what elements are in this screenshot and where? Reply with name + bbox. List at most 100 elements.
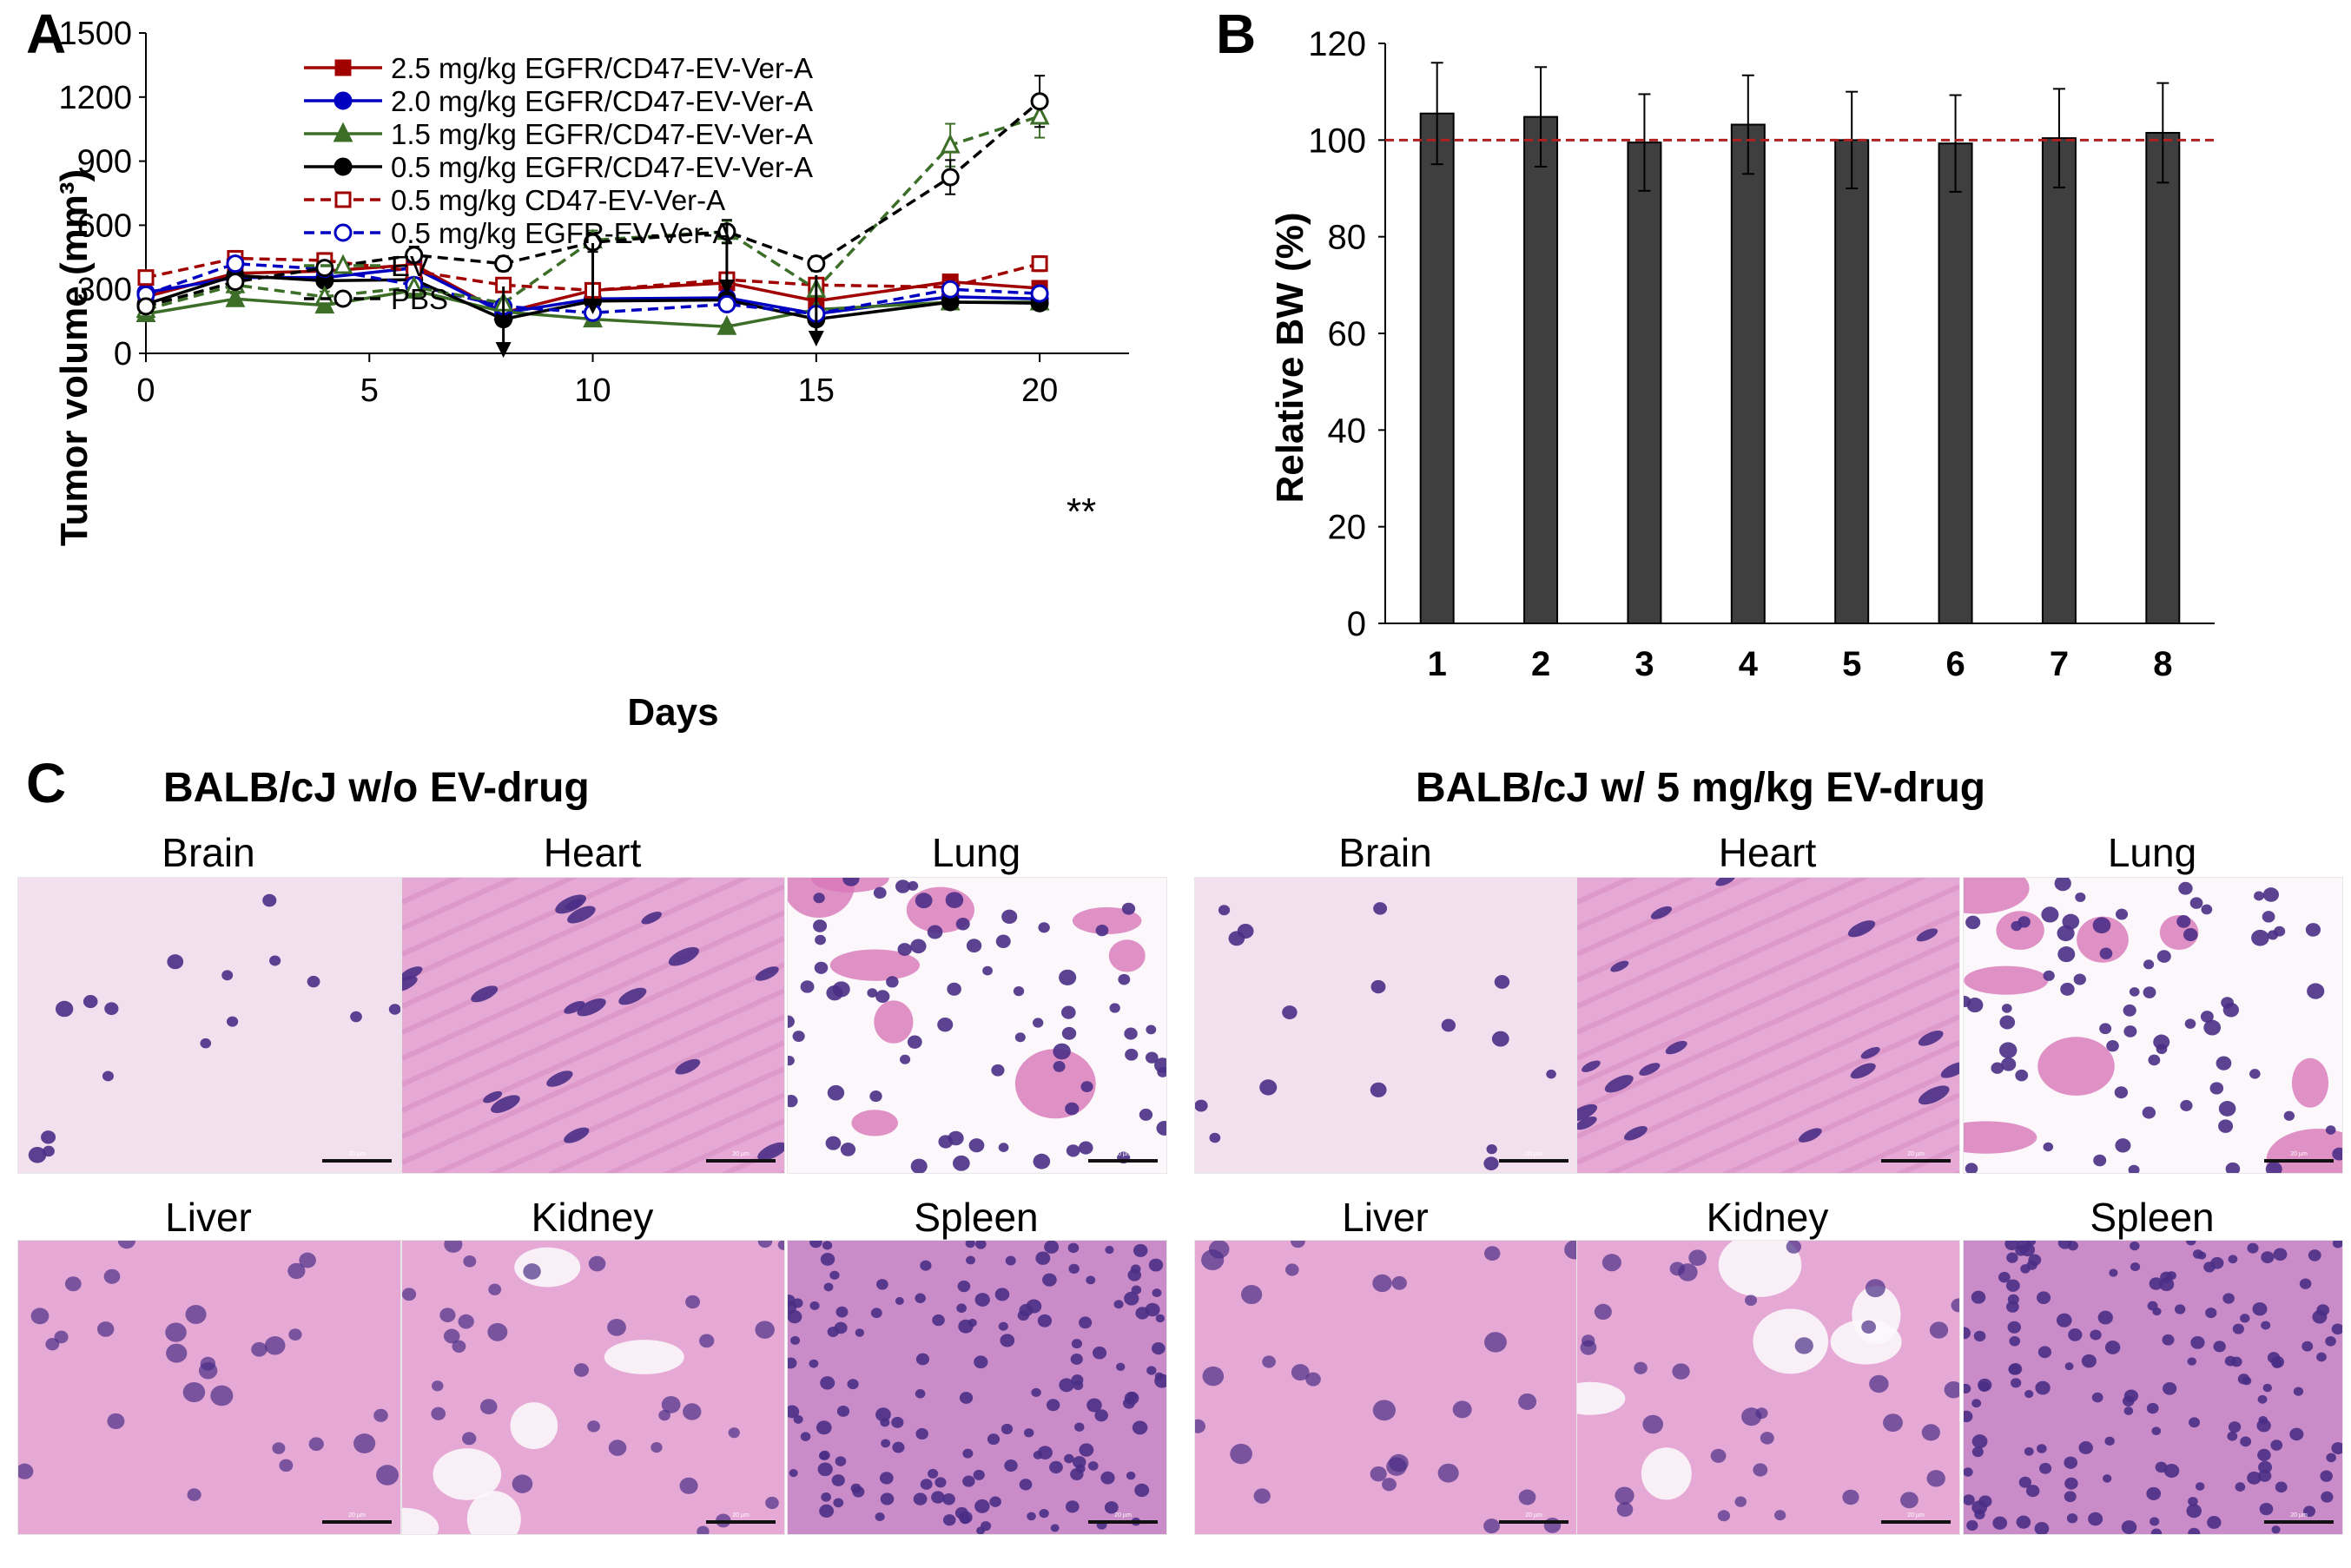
- cell-nucleus: [1842, 1489, 1859, 1505]
- panel-label-b: B: [1216, 3, 1257, 65]
- cell-nucleus: [908, 880, 919, 891]
- series-line: [145, 115, 1040, 312]
- muscle-fiber: [402, 962, 784, 1139]
- cell-nucleus: [817, 1462, 833, 1477]
- cell-nucleus: [2273, 1248, 2288, 1262]
- cell-nucleus: [998, 1321, 1008, 1331]
- cell-nucleus: [491, 1095, 520, 1113]
- cell-nucleus: [2148, 1054, 2161, 1066]
- muscle-fiber: [402, 988, 784, 1165]
- cell-nucleus: [1966, 1519, 1978, 1531]
- cell-nucleus: [1372, 1274, 1392, 1293]
- cell-nucleus: [2068, 1328, 2083, 1341]
- cell-nucleus: [1038, 922, 1050, 933]
- cell-nucleus: [55, 1000, 74, 1018]
- cell-nucleus: [1079, 1443, 1094, 1457]
- histology-image-spleen: 20 µm: [1963, 1240, 2343, 1535]
- cell-nucleus: [995, 934, 1011, 948]
- cell-nucleus: [1865, 1279, 1885, 1298]
- cell-nucleus: [2073, 973, 2086, 985]
- relative-bw-bar-chart: 0 20 40 60 80 100 120 1 2 3 4 5 6 7 8 Relative BW (%): [1269, 25, 2215, 683]
- cell-nucleus: [443, 1328, 460, 1344]
- cell-nucleus: [2090, 1329, 2102, 1341]
- cell-nucleus: [1639, 1063, 1661, 1076]
- cell-nucleus: [869, 1090, 882, 1103]
- cell-nucleus: [1372, 1400, 1396, 1421]
- cell-nucleus: [2186, 1241, 2196, 1246]
- cell-nucleus: [2227, 1431, 2238, 1441]
- organ-label-liver: Liver: [1342, 1195, 1429, 1240]
- cell-nucleus: [1282, 1005, 1298, 1019]
- cell-nucleus: [2271, 1525, 2281, 1534]
- scale-bar-label: 20 µm: [1114, 1151, 1132, 1157]
- cell-nucleus: [2123, 1004, 2136, 1017]
- cell-nucleus: [2192, 1249, 2203, 1259]
- histology-image-brain: 20 µm: [17, 877, 401, 1174]
- cell-nucleus: [840, 1143, 856, 1156]
- legend-label: 1.5 mg/kg EGFR/CD47-EV-Ver-A: [391, 118, 813, 150]
- cell-nucleus: [1494, 975, 1510, 989]
- cell-nucleus: [1067, 1242, 1080, 1254]
- cell-nucleus: [968, 1138, 985, 1153]
- cell-nucleus: [897, 943, 912, 956]
- cell-nucleus: [2123, 1025, 2137, 1038]
- cell-nucleus: [41, 1130, 56, 1144]
- cell-nucleus: [870, 1308, 882, 1319]
- bar: [1834, 139, 1870, 625]
- cell-nucleus: [2075, 892, 2086, 902]
- cell-nucleus: [1518, 1393, 1537, 1411]
- cell-nucleus: [1944, 1381, 1959, 1399]
- cell-nucleus: [1382, 1478, 1397, 1492]
- cell-nucleus: [1155, 1314, 1166, 1323]
- cell-nucleus: [2180, 1099, 2193, 1111]
- cell-nucleus: [1971, 1446, 1984, 1458]
- histology-drawing: 20 µm: [1195, 1241, 1577, 1534]
- cell-nucleus: [2188, 1527, 2201, 1534]
- cell-nucleus: [1373, 902, 1388, 915]
- cell-nucleus: [1095, 924, 1109, 937]
- cell-nucleus: [814, 961, 829, 974]
- cell-nucleus: [2009, 1335, 2021, 1347]
- cell-nucleus: [1999, 1015, 2016, 1030]
- cell-nucleus: [2195, 1482, 2205, 1491]
- legend-marker: [333, 91, 353, 110]
- cell-nucleus: [697, 1525, 710, 1534]
- histology-image-lung: 20 µm: [787, 877, 1167, 1174]
- cell-nucleus: [2274, 926, 2286, 937]
- cell-nucleus: [932, 1314, 945, 1327]
- cell-nucleus: [956, 1303, 967, 1314]
- organ-label-spleen: Spleen: [914, 1195, 1039, 1240]
- cell-nucleus: [269, 955, 281, 966]
- cell-nucleus: [1004, 1459, 1018, 1472]
- cell-nucleus: [2104, 1436, 2115, 1446]
- cell-nucleus: [1218, 905, 1231, 916]
- cell-nucleus: [683, 1403, 702, 1420]
- cell-nucleus: [928, 1468, 939, 1479]
- cell-nucleus: [800, 980, 815, 993]
- cell-nucleus: [1152, 1342, 1166, 1355]
- cell-nucleus: [1195, 1099, 1208, 1112]
- cell-nucleus: [1050, 1524, 1060, 1532]
- cell-nucleus: [2064, 1456, 2078, 1469]
- cell-nucleus: [1035, 1251, 1051, 1265]
- alveolar-tissue: [2077, 916, 2129, 963]
- cell-nucleus: [1883, 1413, 1903, 1433]
- cell-nucleus: [2201, 904, 2213, 915]
- cell-nucleus: [1441, 1018, 1456, 1032]
- cell-nucleus: [842, 878, 860, 886]
- cell-nucleus: [488, 1283, 502, 1295]
- cell-nucleus: [728, 1427, 740, 1439]
- cell-nucleus: [876, 1279, 888, 1290]
- data-point: [404, 275, 425, 296]
- cell-nucleus: [463, 1255, 477, 1268]
- cell-nucleus: [167, 954, 184, 970]
- cell-nucleus: [1046, 1399, 1060, 1412]
- cell-nucleus: [2114, 1086, 2129, 1099]
- cell-nucleus: [30, 1308, 50, 1325]
- scale-bar-label: 20 µm: [1907, 1151, 1925, 1157]
- cell-nucleus: [2222, 1293, 2235, 1304]
- cell-nucleus: [2143, 986, 2156, 998]
- cell-nucleus: [1127, 1268, 1142, 1281]
- cell-nucleus: [2228, 1255, 2238, 1264]
- cell-nucleus: [1000, 1423, 1014, 1434]
